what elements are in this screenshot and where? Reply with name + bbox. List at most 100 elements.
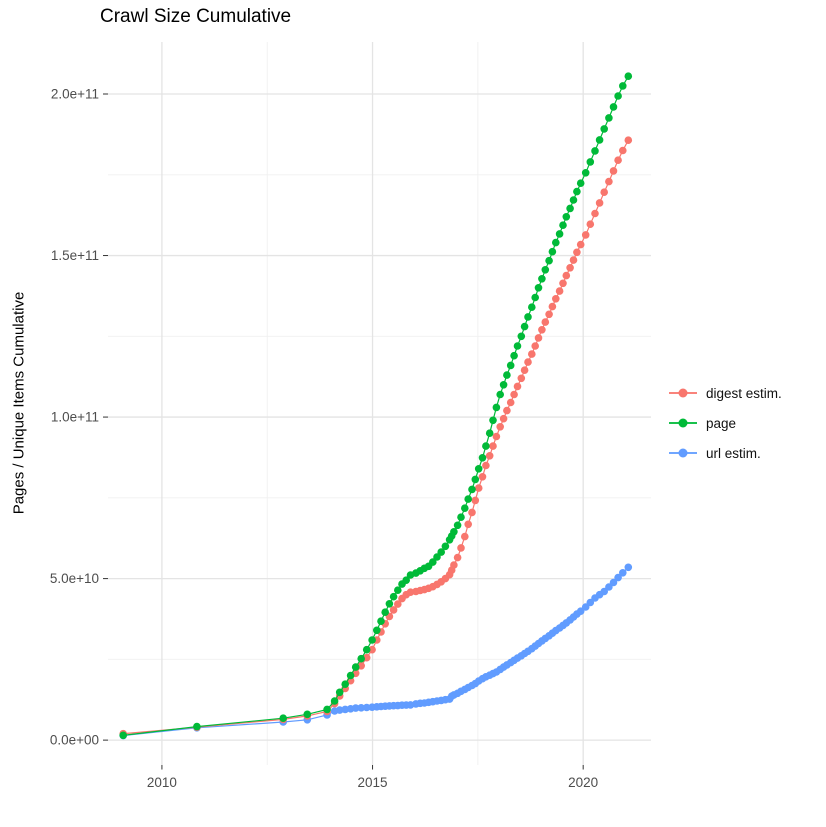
data-point xyxy=(562,213,571,221)
data-point xyxy=(377,617,385,625)
data-point xyxy=(503,371,511,379)
data-point xyxy=(279,714,288,722)
data-point xyxy=(619,569,627,577)
data-point xyxy=(389,592,398,601)
data-point xyxy=(541,318,550,326)
data-point xyxy=(323,705,331,714)
data-point xyxy=(573,187,581,196)
data-point xyxy=(619,82,627,90)
data-point xyxy=(520,322,529,331)
data-point xyxy=(510,390,518,399)
data-point xyxy=(517,332,526,341)
y-tick-label: 1.0e+11 xyxy=(51,410,99,425)
data-point xyxy=(457,544,465,552)
data-point xyxy=(429,558,437,566)
data-point xyxy=(474,484,483,492)
data-point xyxy=(496,390,505,399)
data-point xyxy=(357,654,366,663)
data-point xyxy=(441,542,450,551)
data-point xyxy=(492,403,501,412)
data-point xyxy=(600,188,608,196)
data-point xyxy=(335,688,344,697)
data-point xyxy=(450,528,458,536)
series-url-estim xyxy=(119,563,633,740)
data-point xyxy=(510,351,518,360)
data-point xyxy=(545,256,553,265)
data-point xyxy=(534,334,543,342)
legend-item-url-estim: url estim. xyxy=(669,438,782,468)
data-point xyxy=(545,310,553,319)
data-point xyxy=(450,561,458,569)
data-point xyxy=(591,147,599,155)
legend-label: url estim. xyxy=(706,445,761,461)
data-point xyxy=(471,496,480,505)
data-point xyxy=(586,598,595,607)
data-point xyxy=(605,114,613,122)
data-point xyxy=(394,600,402,608)
data-point xyxy=(461,504,469,512)
data-point xyxy=(492,432,501,441)
data-point xyxy=(485,429,494,438)
data-point xyxy=(624,563,633,572)
data-point xyxy=(453,521,462,530)
gridlines-major xyxy=(108,42,651,765)
data-point xyxy=(609,578,618,587)
data-point xyxy=(552,238,560,247)
data-point xyxy=(538,275,546,283)
data-point xyxy=(548,302,557,311)
data-point xyxy=(538,326,546,334)
data-point xyxy=(513,382,522,391)
data-point xyxy=(464,495,473,503)
data-point xyxy=(474,465,483,473)
data-point xyxy=(468,485,476,494)
data-point xyxy=(193,722,201,731)
data-point xyxy=(389,606,398,614)
x-tick-label: 2010 xyxy=(147,775,177,790)
data-point xyxy=(513,342,522,350)
data-point xyxy=(541,266,550,274)
y-axis-title: Pages / Unique Items Cumulative xyxy=(10,291,28,515)
legend-key-icon xyxy=(669,408,697,438)
y-tick-labels: 0.0e+00 5.0e+10 1.0e+11 1.5e+11 2.0e+11 xyxy=(50,87,99,748)
data-point xyxy=(506,398,515,407)
data-point xyxy=(573,248,581,257)
data-point xyxy=(555,287,564,295)
data-point xyxy=(524,358,532,366)
data-point xyxy=(499,381,508,389)
data-point xyxy=(559,221,567,229)
data-point xyxy=(385,600,394,608)
data-point xyxy=(119,731,127,740)
data-point xyxy=(600,587,608,596)
data-point xyxy=(471,475,480,484)
data-point xyxy=(482,442,490,450)
data-point xyxy=(605,177,613,186)
axis-ticks xyxy=(103,93,584,770)
data-point xyxy=(482,461,490,470)
series-line-digest-estim xyxy=(123,139,629,735)
data-point xyxy=(381,608,390,616)
data-point xyxy=(485,452,494,460)
data-point xyxy=(528,303,536,312)
series-page xyxy=(119,72,633,740)
data-point xyxy=(402,576,411,584)
data-point xyxy=(619,146,627,155)
data-point xyxy=(499,414,508,423)
legend-item-digest-estim: digest estim. xyxy=(669,378,782,408)
y-tick-label: 1.5e+11 xyxy=(51,248,99,263)
data-point xyxy=(489,442,497,450)
data-point xyxy=(496,423,505,431)
legend: digest estim. page url estim. xyxy=(669,378,782,468)
data-point xyxy=(468,508,476,517)
data-point xyxy=(624,72,633,80)
data-point xyxy=(609,103,618,111)
data-point xyxy=(576,607,585,615)
data-point xyxy=(528,350,536,358)
data-point xyxy=(614,92,622,100)
data-point xyxy=(576,240,585,249)
y-tick-label: 0.0e+00 xyxy=(50,733,99,748)
data-point xyxy=(437,548,446,556)
chart-title: Crawl Size Cumulative xyxy=(100,6,292,27)
data-point xyxy=(346,671,355,680)
gridlines-minor xyxy=(108,42,651,765)
